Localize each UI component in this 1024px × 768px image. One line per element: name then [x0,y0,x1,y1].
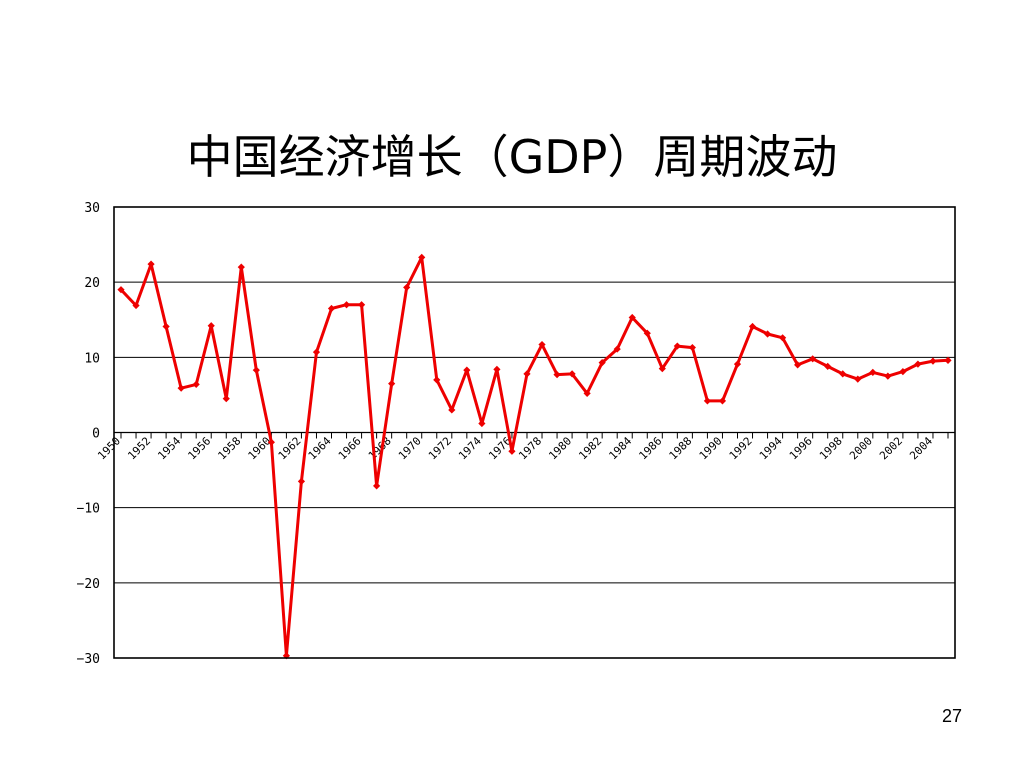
data-point [568,370,576,378]
data-point [763,330,772,338]
y-tick-label: 10 [84,351,100,366]
data-point [357,301,366,309]
x-tick-label: 1982 [576,434,604,462]
data-point [237,263,245,271]
data-point [373,482,381,490]
x-tick-label: 1966 [336,434,364,462]
data-point [899,368,907,376]
x-tick-label: 1962 [276,434,304,462]
data-point [884,372,892,380]
data-point [824,362,832,370]
data-point [448,406,456,414]
data-point [869,368,877,376]
data-point [132,301,140,310]
data-point [613,345,621,353]
y-tick-label: −30 [77,652,100,667]
data-point [688,343,696,352]
x-tick-label: 1986 [636,434,664,462]
x-tick-label: 1990 [697,434,725,462]
data-point [117,286,125,294]
slide-title: 中国经济增长（GDP）周期波动 [186,130,838,184]
data-point [733,360,742,368]
series [117,253,952,660]
x-tick-label: 2004 [907,434,935,462]
x-tick-label: 1998 [817,434,845,462]
data-point [252,366,260,374]
data-point [914,360,922,368]
y-tick-label: 0 [92,427,100,442]
data-point [944,356,952,364]
data-point [222,395,230,403]
data-point [929,357,937,365]
data-point [794,361,802,369]
data-point [583,389,591,398]
x-tick-label: 1970 [396,434,424,462]
data-point [854,375,862,383]
data-point [297,477,306,485]
x-tick-label: 1978 [516,434,544,462]
x-tick-label: 1964 [306,434,334,462]
y-tick-label: 20 [84,276,100,291]
data-point [267,438,275,446]
data-point [433,376,441,384]
data-point [523,370,531,378]
x-tick-label: 1984 [606,434,634,462]
data-point [508,447,516,455]
data-point [493,365,501,373]
data-point [839,370,847,378]
data-point [418,253,426,261]
data-point [553,371,561,379]
data-point [388,380,396,388]
data-point [342,301,351,309]
x-tick-label: 1972 [426,434,454,462]
data-point [748,322,757,331]
x-tick-label: 1992 [727,434,755,462]
data-point [643,329,651,337]
data-point [658,365,666,373]
y-tick-label: 30 [84,201,100,216]
data-point [673,342,681,350]
data-point [192,380,200,388]
x-tick-label: 1958 [215,434,243,462]
data-point [147,260,155,268]
x-tick-label: 1974 [456,434,484,462]
data-point [312,348,321,356]
y-tick-label: −20 [77,577,100,592]
axes [114,431,955,439]
x-tick-label: 1988 [667,434,695,462]
data-point [809,355,817,363]
y-tick-label: −10 [77,502,100,517]
x-tick-label: 1954 [155,434,183,462]
data-point [162,322,170,331]
x-tick-label: 1980 [546,434,574,462]
plot-area-frame [113,206,956,659]
page-number: 27 [941,706,962,726]
data-point [703,397,712,405]
x-tick-label: 1996 [787,434,815,462]
data-point [538,340,546,349]
data-point [207,322,215,330]
x-tick-label: 1952 [125,434,153,462]
data-point [718,397,727,405]
data-point [478,419,486,428]
data-point [598,358,606,367]
x-tick-label: 1994 [757,434,785,462]
y-tick-labels: 30 20 10 0 −10 −20 −30 [77,201,100,667]
data-point [779,334,787,342]
data-point [628,313,636,322]
x-tick-label: 1956 [185,434,213,462]
x-tick-label: 2002 [877,434,905,462]
data-point [177,384,185,392]
data-point [403,283,411,292]
data-point [282,652,290,660]
data-point [463,366,471,374]
data-point [327,304,336,313]
x-tick-label: 2000 [847,434,875,462]
